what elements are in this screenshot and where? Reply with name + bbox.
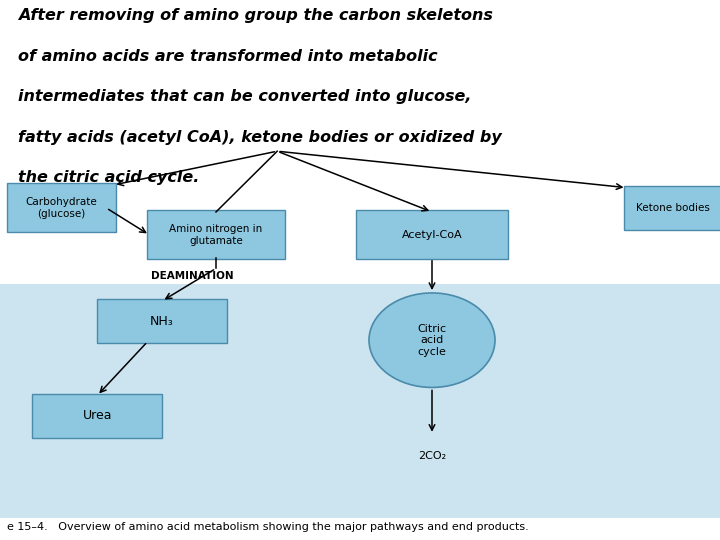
Text: After removing of amino group the carbon skeletons: After removing of amino group the carbon…: [18, 8, 493, 23]
Text: of amino acids are transformed into metabolic: of amino acids are transformed into meta…: [18, 49, 438, 64]
Text: fatty acids (acetyl CoA), ketone bodies or oxidized by: fatty acids (acetyl CoA), ketone bodies …: [18, 130, 502, 145]
Text: Ketone bodies: Ketone bodies: [636, 203, 710, 213]
Text: Amino nitrogen in
glutamate: Amino nitrogen in glutamate: [169, 224, 263, 246]
FancyBboxPatch shape: [7, 184, 115, 232]
FancyBboxPatch shape: [0, 284, 720, 518]
Text: Acetyl-CoA: Acetyl-CoA: [402, 230, 462, 240]
FancyBboxPatch shape: [147, 211, 285, 260]
Text: e 15–4.   Overview of amino acid metabolism showing the major pathways and end p: e 15–4. Overview of amino acid metabolis…: [7, 522, 529, 531]
Text: 2CO₂: 2CO₂: [418, 451, 446, 461]
FancyBboxPatch shape: [32, 394, 163, 437]
Text: Urea: Urea: [83, 409, 112, 422]
Text: intermediates that can be converted into glucose,: intermediates that can be converted into…: [18, 89, 472, 104]
FancyBboxPatch shape: [356, 211, 508, 260]
Text: DEAMINATION: DEAMINATION: [151, 272, 234, 281]
Text: the citric acid cycle.: the citric acid cycle.: [18, 170, 199, 185]
FancyBboxPatch shape: [624, 186, 720, 230]
Text: NH₃: NH₃: [150, 315, 174, 328]
Ellipse shape: [369, 293, 495, 388]
Text: Citric
acid
cycle: Citric acid cycle: [418, 323, 446, 357]
Text: Carbohydrate
(glucose): Carbohydrate (glucose): [25, 197, 97, 219]
FancyBboxPatch shape: [96, 299, 228, 343]
